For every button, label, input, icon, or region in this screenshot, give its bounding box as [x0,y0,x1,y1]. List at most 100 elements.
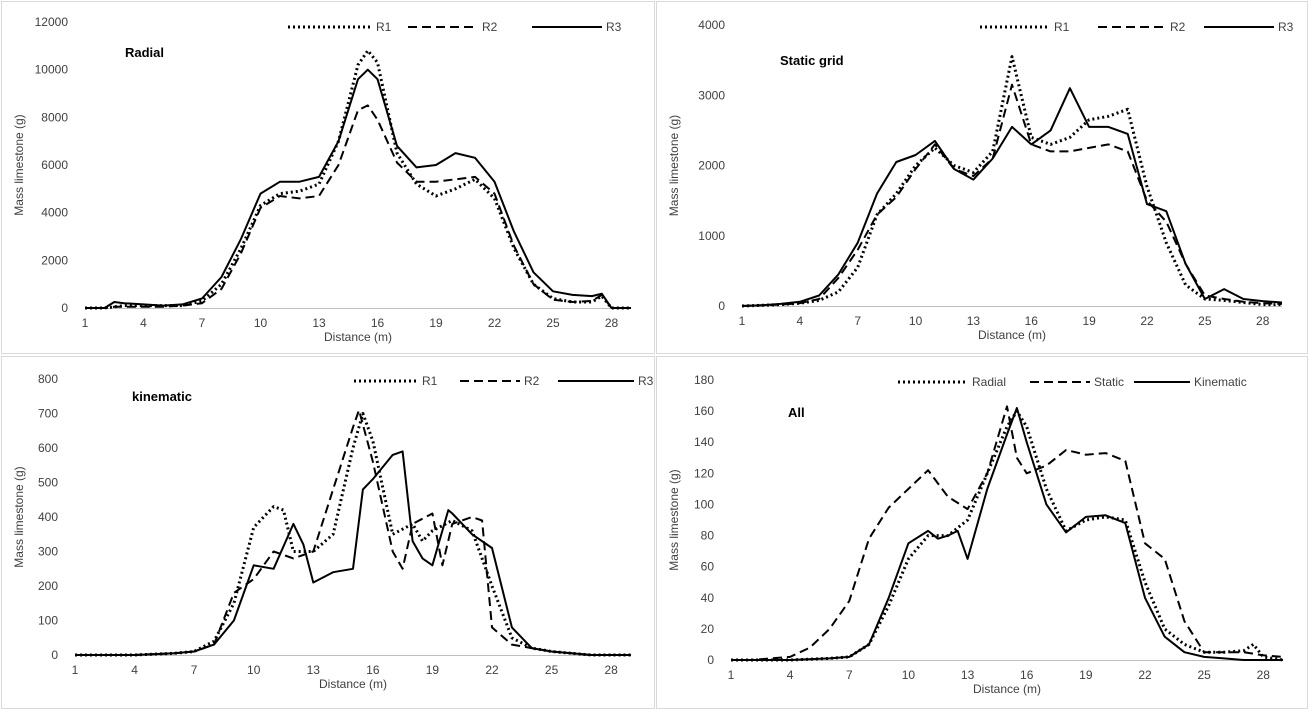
y-tick-label: 700 [38,407,58,421]
chart-panel-2: 0 1000 2000 3000 4000 1 4 7 10 13 16 19 22 25 28 Distan… [656,1,1308,354]
x-tick-label: 16 [1025,314,1039,328]
legend-label: R1 [376,20,392,34]
legend-label: R1 [1054,20,1070,34]
y-tick-label: 3000 [698,88,725,102]
y-tick-label: 12000 [35,15,69,29]
legend-label: R3 [1278,20,1294,34]
x-tick-label: 7 [854,314,861,328]
x-tick-label: 1 [728,668,735,682]
y-tick-label: 500 [38,476,58,490]
y-tick-label: 0 [707,653,714,667]
y-tick-label: 1000 [698,229,725,243]
x-axis-title: Distance (m) [973,682,1041,696]
x-tick-label: 10 [902,668,916,682]
series-line-r1 [75,412,631,657]
panel-border [1,1,655,354]
panel-border [656,356,1308,709]
x-tick-label: 13 [961,668,975,682]
y-tick-label: 600 [38,441,58,455]
chart-panel-3: 0 100 200 300 400 500 600 700 800 1 4 7 10 13 16 19 22 25… [1,356,655,709]
legend-label: R2 [524,374,540,388]
x-tick-label: 4 [131,663,138,677]
legend-label: R3 [638,374,654,388]
series-line-r3 [741,87,1283,307]
chart-title: All [788,405,805,420]
y-tick-label: 40 [701,591,715,605]
y-tick-label: 8000 [41,110,68,124]
y-tick-label: 2000 [698,159,725,173]
legend-label: R3 [606,20,622,34]
y-tick-label: 60 [701,560,715,574]
x-tick-label: 25 [1198,314,1212,328]
x-tick-label: 1 [72,663,79,677]
series-line-r3 [75,450,631,656]
legend-label: R2 [482,20,498,34]
x-tick-label: 4 [787,668,794,682]
series-line-r2 [75,409,631,656]
y-tick-label: 80 [701,529,715,543]
x-tick-label: 1 [739,314,746,328]
series-line-static [731,405,1284,661]
y-axis-title: Mass limestone (g) [12,114,26,215]
x-tick-label: 22 [488,316,502,330]
x-tick-label: 13 [967,314,981,328]
x-axis-title: Distance (m) [319,677,387,691]
y-tick-label: 400 [38,510,58,524]
x-tick-label: 1 [82,316,89,330]
chart-panel-4: 0 20 40 60 80 100 120 140 160 180 1 4 7 10 13 16 19 22 25 2… [656,356,1308,709]
x-tick-label: 22 [1140,314,1154,328]
y-tick-label: 10000 [35,63,69,77]
y-tick-label: 20 [701,622,715,636]
legend: R1 R2 R3 [980,20,1294,34]
y-tick-label: 200 [38,579,58,593]
x-tick-label: 13 [312,316,326,330]
chart-panel-1: 0 2000 4000 6000 8000 10000 12000 1 4 7 10 13 16 19 22… [1,1,655,354]
x-tick-label: 25 [545,663,559,677]
x-tick-label: 7 [846,668,853,682]
legend-label: Static [1094,375,1124,389]
y-tick-label: 4000 [41,206,68,220]
y-tick-label: 2000 [41,253,68,267]
y-tick-label: 0 [51,648,58,662]
legend: R1 R2 R3 [288,20,622,34]
y-axis-title: Mass limestone (g) [667,469,681,570]
series-line-r2 [85,104,631,309]
legend: Radial Static Kinematic [898,375,1247,389]
x-tick-label: 22 [1138,668,1152,682]
series-line-radial [731,409,1284,662]
x-tick-label: 7 [191,663,198,677]
series-line-r2 [741,83,1283,307]
x-tick-label: 28 [604,663,618,677]
series-line-r1 [741,55,1282,308]
series-line-r3 [85,68,631,309]
x-axis-title: Distance (m) [978,328,1046,342]
y-axis-title: Mass limestone (g) [667,115,681,216]
chart-title: Static grid [780,53,844,68]
x-tick-label: 16 [371,316,385,330]
x-tick-label: 25 [546,316,560,330]
legend-label: R1 [422,374,438,388]
x-tick-label: 19 [429,316,443,330]
x-tick-label: 7 [199,316,206,330]
x-tick-label: 28 [1257,668,1271,682]
y-axis-title: Mass limestone (g) [12,466,26,567]
x-tick-label: 25 [1197,668,1211,682]
y-tick-label: 300 [38,545,58,559]
y-tick-label: 140 [694,435,714,449]
x-tick-label: 28 [1256,314,1270,328]
y-tick-label: 0 [718,299,725,313]
y-tick-label: 4000 [698,18,725,32]
chart-title: kinematic [132,389,192,404]
x-tick-label: 10 [909,314,923,328]
legend-label: Kinematic [1194,375,1247,389]
series-line-kinematic [731,407,1283,661]
x-axis-title: Distance (m) [324,330,392,344]
x-tick-label: 28 [605,316,619,330]
x-tick-label: 19 [426,663,440,677]
x-tick-label: 16 [1020,668,1034,682]
y-tick-label: 160 [694,404,714,418]
y-tick-label: 120 [694,466,714,480]
legend-label: R2 [1170,20,1186,34]
x-tick-label: 22 [485,663,499,677]
